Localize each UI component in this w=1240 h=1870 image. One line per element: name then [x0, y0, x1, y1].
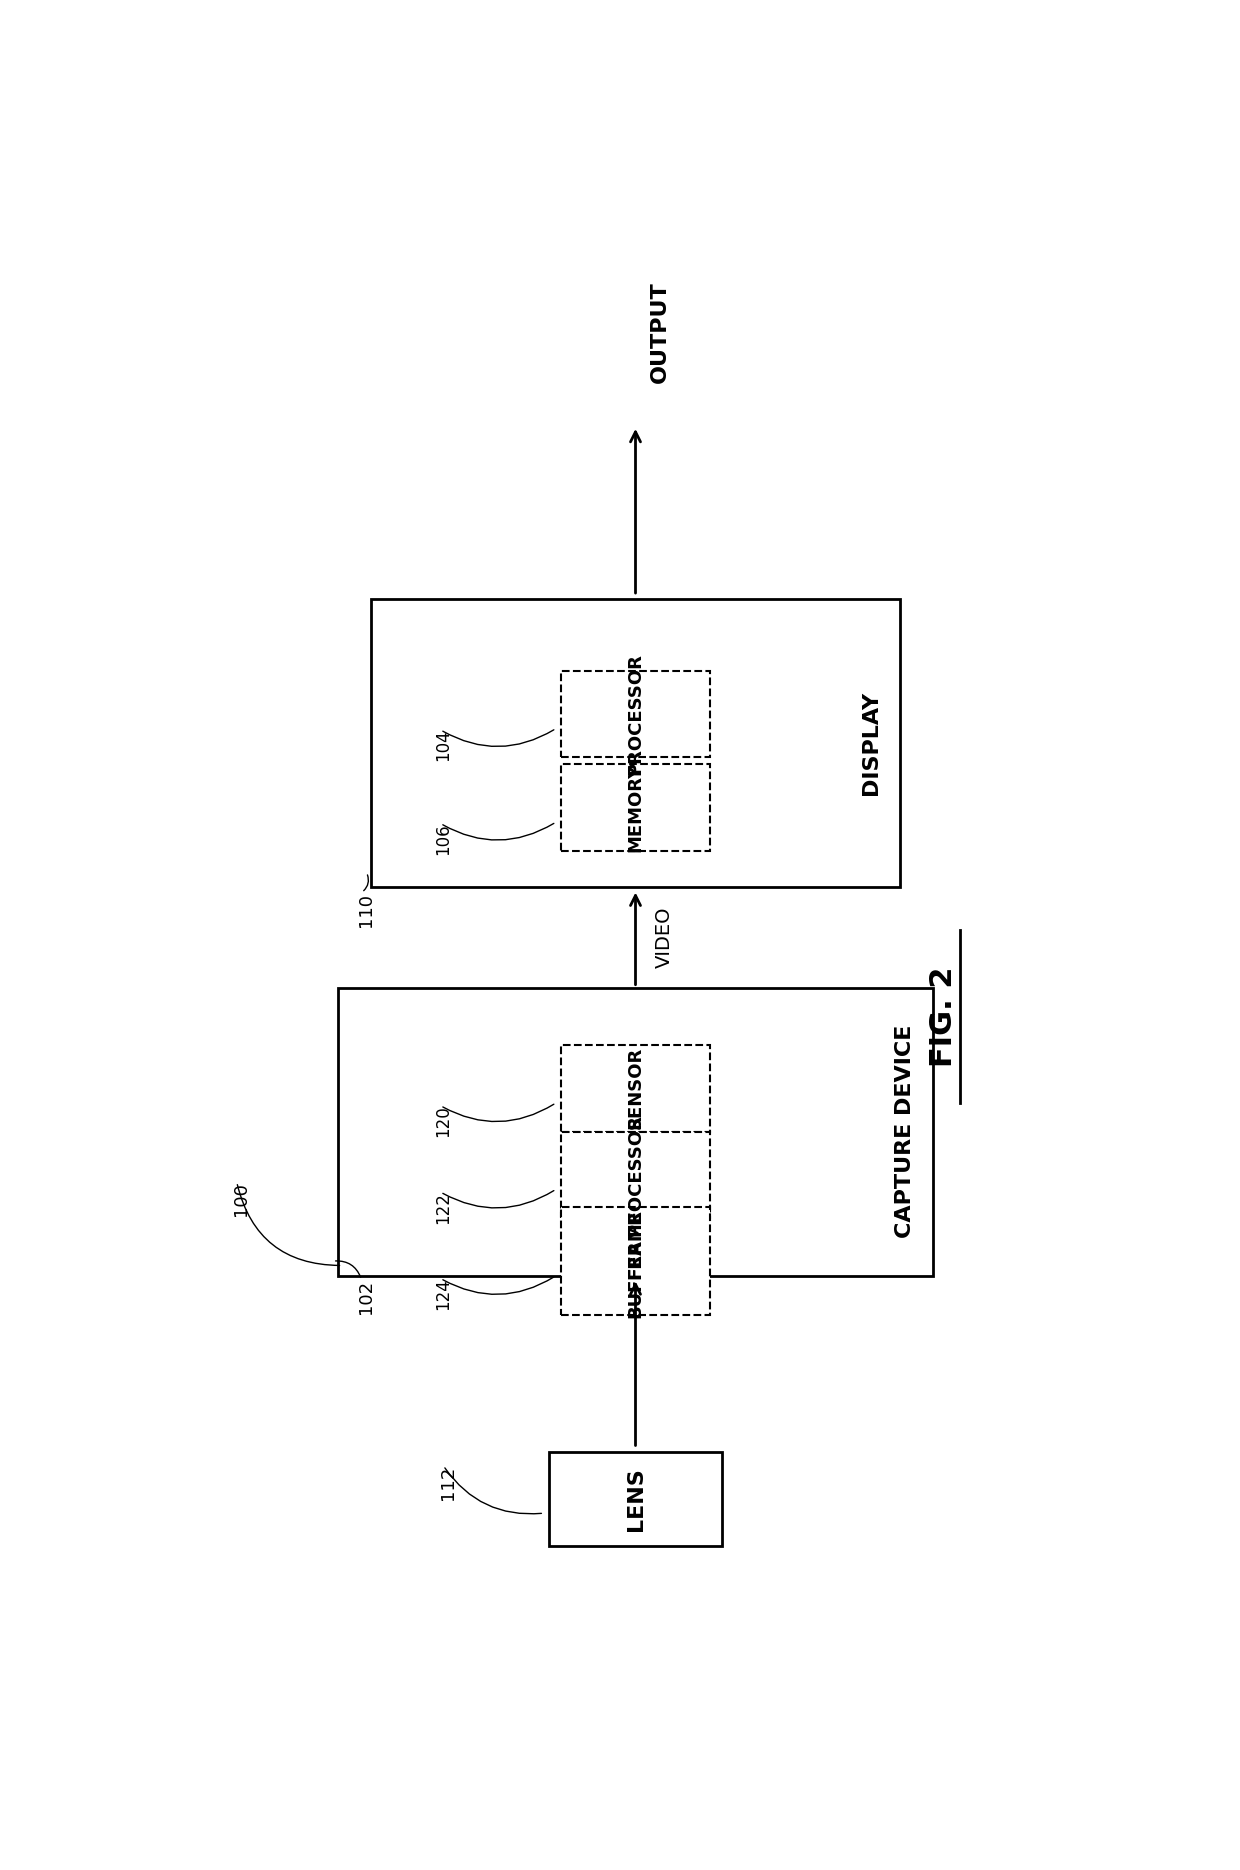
Text: 120: 120 — [434, 1105, 453, 1137]
Bar — [560, 1131, 711, 1217]
Text: 100: 100 — [232, 1182, 250, 1216]
Text: SENSOR: SENSOR — [626, 1047, 645, 1129]
Text: BUFFER: BUFFER — [626, 1240, 645, 1318]
Text: FIG. 2: FIG. 2 — [929, 967, 957, 1066]
Text: VIDEO: VIDEO — [655, 907, 673, 969]
Text: 122: 122 — [434, 1191, 453, 1223]
Text: PROCESSOR: PROCESSOR — [626, 653, 645, 774]
Text: 124: 124 — [434, 1279, 453, 1311]
Bar — [560, 1208, 711, 1315]
Text: 102: 102 — [357, 1279, 376, 1315]
Text: PROCESSOR: PROCESSOR — [626, 1115, 645, 1236]
Text: LENS: LENS — [625, 1466, 646, 1530]
Bar — [549, 1451, 722, 1545]
Text: 110: 110 — [357, 892, 376, 926]
Text: MEMORY: MEMORY — [626, 763, 645, 853]
Text: OUTPUT: OUTPUT — [650, 282, 670, 383]
Text: FRAME: FRAME — [626, 1208, 645, 1279]
Text: CAPTURE DEVICE: CAPTURE DEVICE — [894, 1025, 915, 1238]
Bar — [371, 598, 900, 886]
Bar — [560, 765, 711, 851]
Text: 106: 106 — [434, 823, 453, 855]
Bar — [560, 671, 711, 757]
Bar — [337, 987, 934, 1275]
Text: 104: 104 — [434, 729, 453, 761]
Bar — [560, 1045, 711, 1131]
Text: 112: 112 — [439, 1466, 458, 1500]
Text: DISPLAY: DISPLAY — [861, 690, 880, 795]
